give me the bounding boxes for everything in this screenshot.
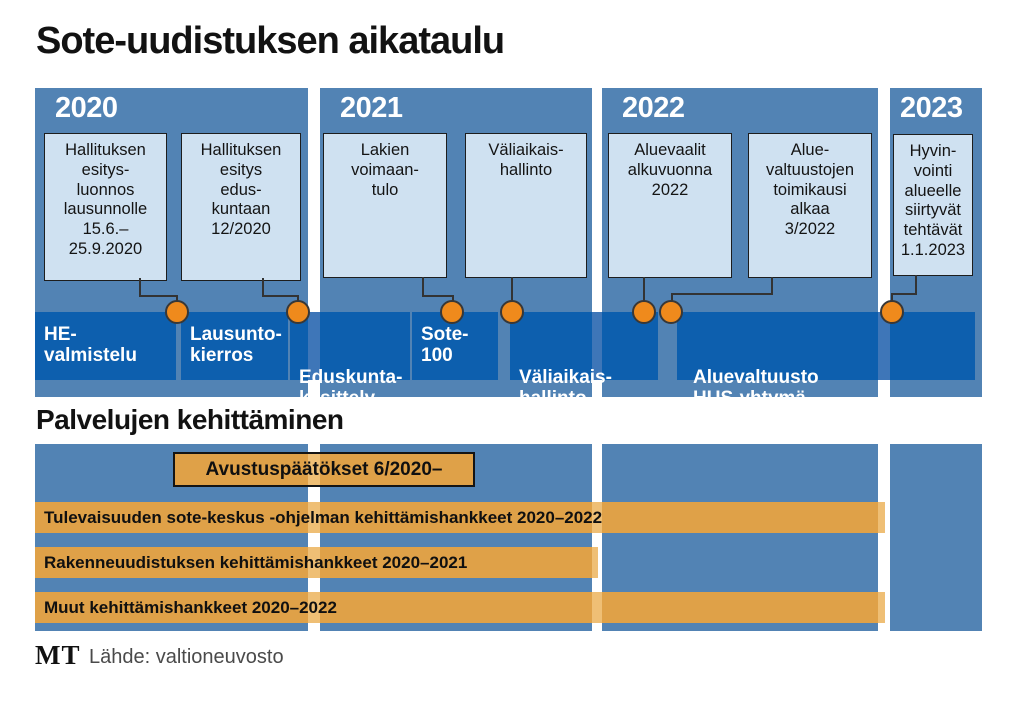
connector-line (422, 295, 454, 297)
year-label-2021: 2021 (340, 92, 403, 124)
milestone-dot (632, 300, 656, 324)
year-label-2023: 2023 (900, 92, 963, 124)
phase-segment: Lausunto- kierros (181, 312, 288, 380)
connector-line (262, 295, 299, 297)
column-gap-overlay (308, 502, 320, 533)
milestone-box: Hallituksen esitys- luonnos lausunnolle … (44, 133, 167, 281)
column-gap-overlay (878, 312, 890, 380)
development-bar-label: Tulevaisuuden sote-keskus -ohjelman kehi… (44, 508, 603, 527)
milestone-dot (880, 300, 904, 324)
connector-line (262, 278, 264, 297)
phase-label: Aluevaltuusto HUS-yhtymä (693, 366, 819, 409)
connector-line (511, 277, 513, 304)
milestone-box: Hyvin- vointi alueelle siirtyvät tehtävä… (893, 134, 973, 276)
connector-line (915, 275, 917, 295)
column-gap-overlay (592, 312, 602, 380)
connector-line (139, 295, 178, 297)
connector-line (139, 278, 141, 297)
phase-segment: Väliaikais- hallinto (510, 312, 658, 409)
column-gap-overlay (878, 502, 885, 533)
section-title: Palvelujen kehittäminen (36, 404, 344, 435)
milestone-dot (286, 300, 310, 324)
milestone-dot (165, 300, 189, 324)
development-bar: Tulevaisuuden sote-keskus -ohjelman kehi… (35, 502, 885, 533)
milestone-dot (659, 300, 683, 324)
connector-line (452, 295, 454, 304)
connector-line (771, 277, 773, 295)
column-gap-overlay (308, 454, 320, 485)
publisher-logo: MT (35, 640, 81, 670)
column-gap-overlay (592, 547, 598, 578)
milestone-box: Aluevaalit alkuvuonna 2022 (608, 133, 732, 278)
connector-line (422, 277, 424, 297)
milestone-box: Hallituksen esitys edus- kuntaan 12/2020 (181, 133, 301, 281)
phase-segment: Eduskunta- käsittely (290, 312, 410, 409)
phase-label: Eduskunta- käsittely (299, 366, 403, 409)
milestone-box: Alue- valtuustojen toimikausi alkaa 3/20… (748, 133, 872, 278)
connector-line (891, 293, 917, 295)
connector-line (891, 293, 893, 304)
year-label-2022: 2022 (622, 92, 685, 124)
development-bar-label: Muut kehittämishankkeet 2020–2022 (44, 598, 337, 617)
dev-column-2023 (890, 444, 982, 631)
connector-line (297, 295, 299, 304)
connector-line (176, 295, 178, 304)
development-bar: Muut kehittämishankkeet 2020–2022 (35, 592, 885, 623)
phase-segment: Aluevaltuusto HUS-yhtymä (677, 312, 975, 409)
milestone-box: Väliaikais- hallinto (465, 133, 587, 278)
grant-box: Avustuspäätökset 6/2020– (173, 452, 475, 487)
connector-line (671, 293, 773, 295)
development-bar-label: Rakenneuudistuksen kehittämishankkeet 20… (44, 553, 468, 572)
column-gap-overlay (592, 502, 602, 533)
milestone-box: Lakien voimaan- tulo (323, 133, 447, 278)
column-gap-overlay (308, 312, 320, 380)
column-gap-overlay (592, 592, 602, 623)
source-credit: Lähde: valtioneuvosto (89, 646, 284, 668)
year-label-2020: 2020 (55, 92, 118, 124)
milestone-dot (500, 300, 524, 324)
milestone-dot (440, 300, 464, 324)
column-gap-overlay (308, 547, 320, 578)
grant-box-label: Avustuspäätökset 6/2020– (205, 459, 443, 480)
development-bar: Rakenneuudistuksen kehittämishankkeet 20… (35, 547, 598, 578)
phase-segment: HE- valmistelu (35, 312, 176, 380)
connector-line (643, 277, 645, 304)
column-gap-overlay (878, 592, 885, 623)
phase-label: Väliaikais- hallinto (519, 366, 612, 409)
connector-line (671, 293, 673, 304)
column-gap-overlay (308, 592, 320, 623)
page-title: Sote-uudistuksen aikataulu (36, 20, 505, 62)
